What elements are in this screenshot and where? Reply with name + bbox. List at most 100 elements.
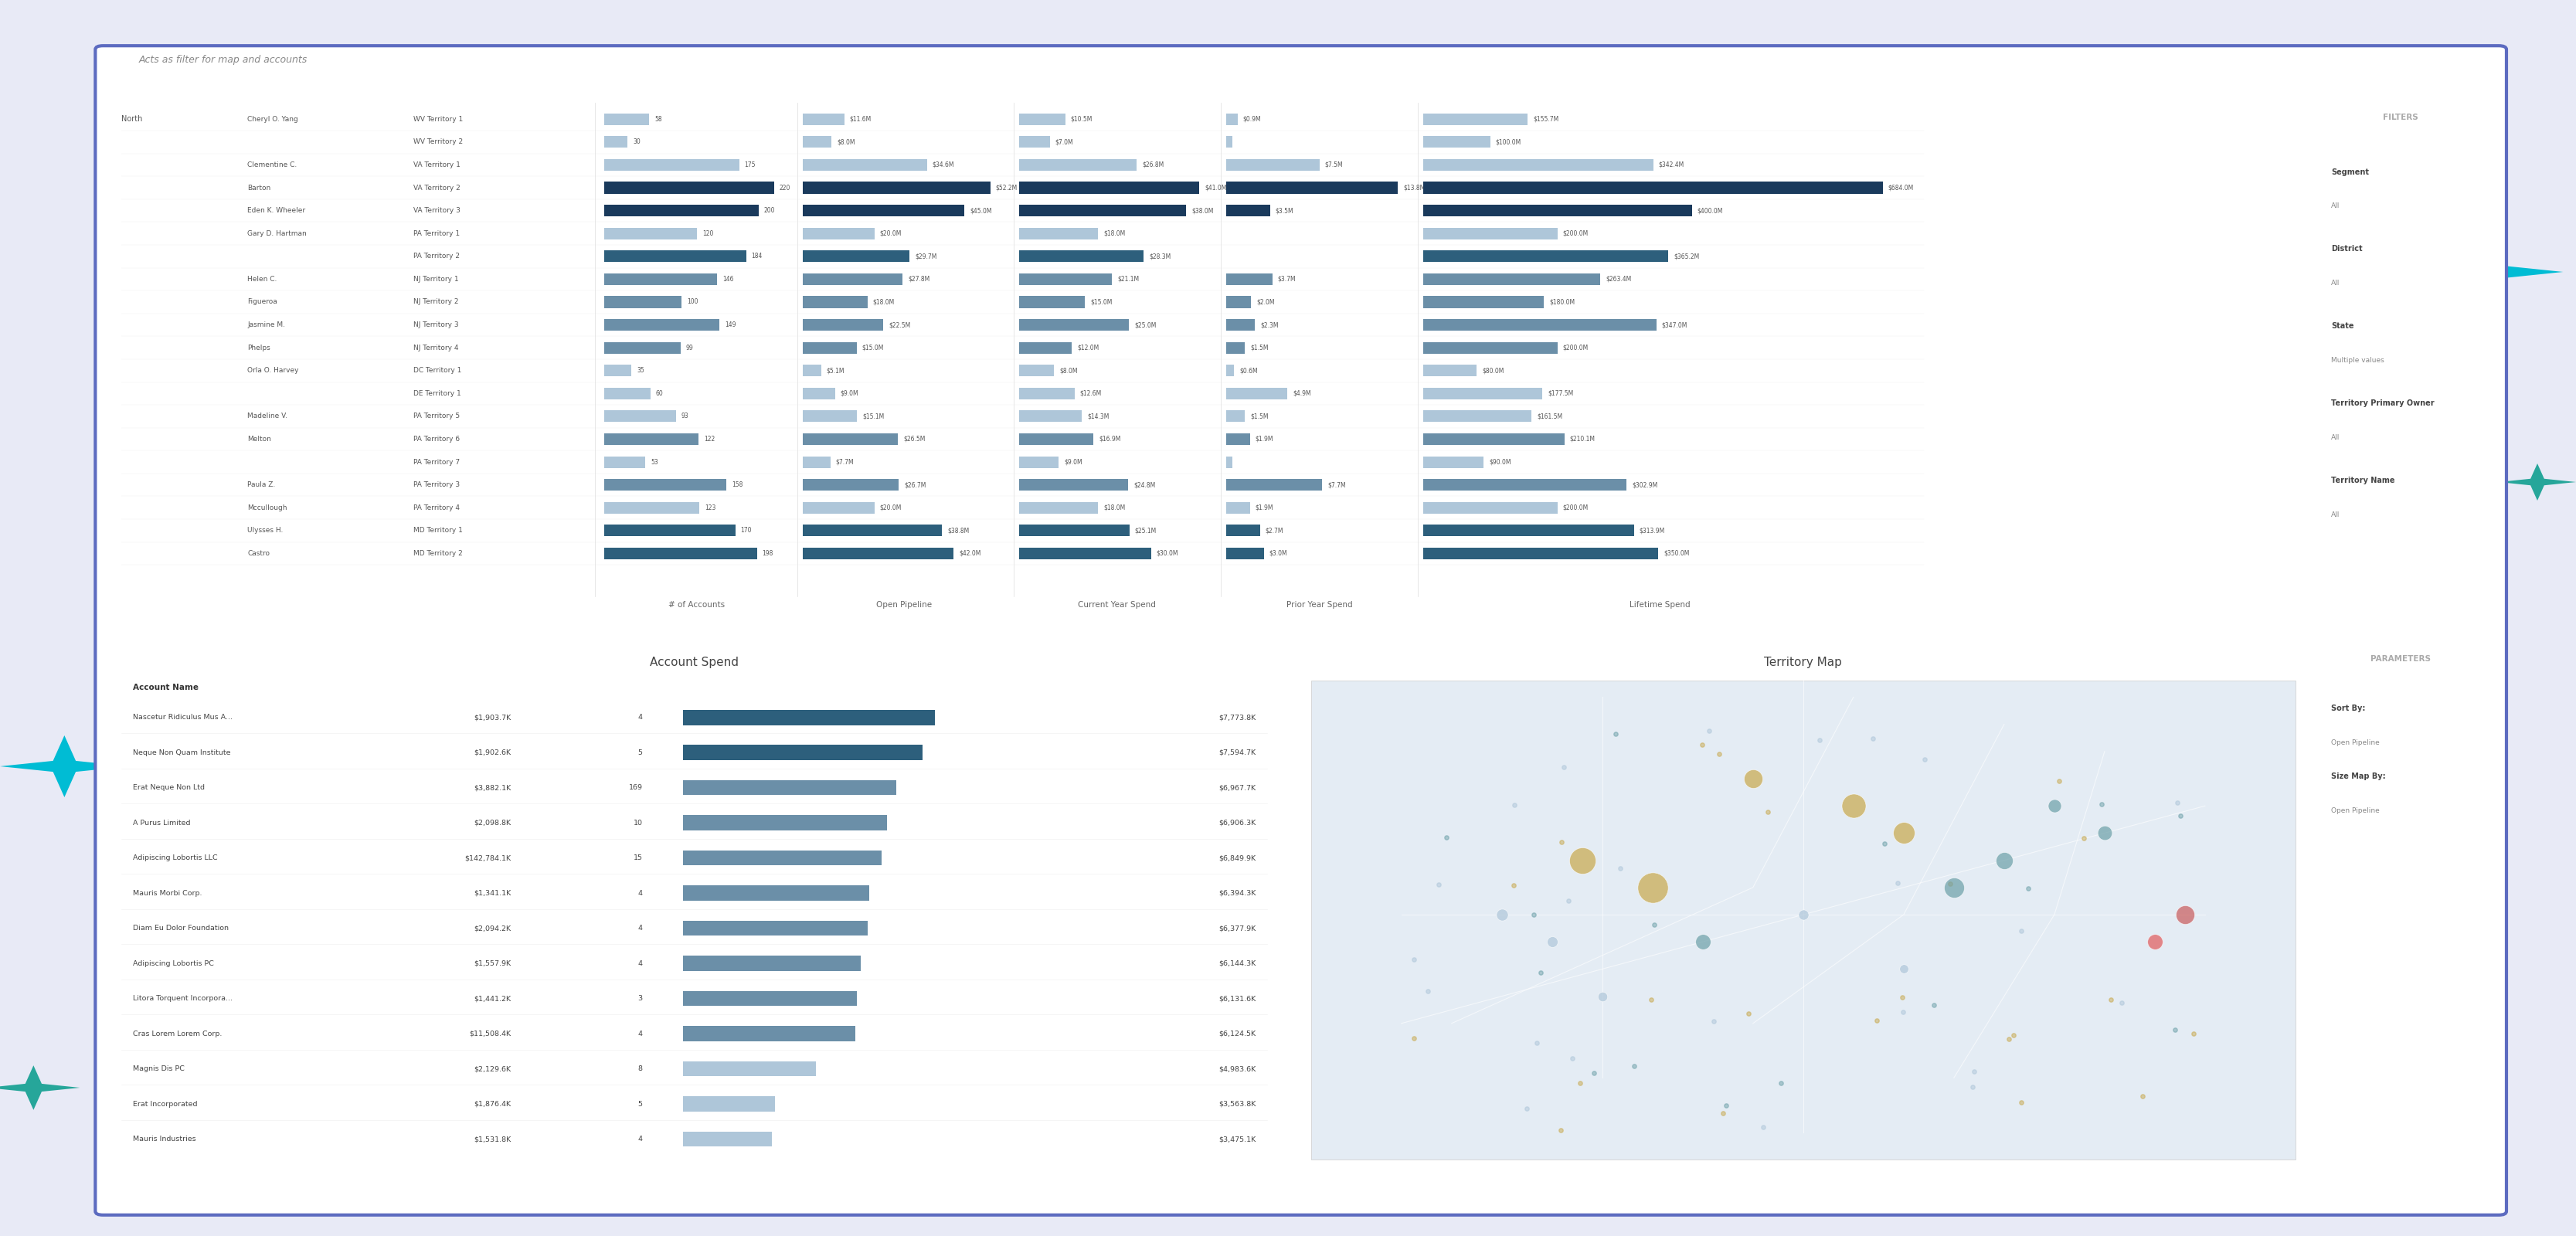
Text: $365.2M: $365.2M — [1674, 253, 1700, 260]
Bar — [1226, 273, 1273, 286]
Bar — [1422, 456, 1484, 468]
Text: $25.0M: $25.0M — [1133, 321, 1157, 329]
Text: $200.0M: $200.0M — [1564, 230, 1589, 237]
Bar — [605, 410, 675, 423]
Text: $20.0M: $20.0M — [881, 230, 902, 237]
Text: Open Pipeline: Open Pipeline — [876, 601, 933, 608]
Text: $1.5M: $1.5M — [1249, 413, 1267, 420]
Text: 198: 198 — [762, 550, 773, 557]
Text: PA Territory 2: PA Territory 2 — [412, 253, 459, 260]
Text: $4,983.6K: $4,983.6K — [1218, 1065, 1257, 1073]
Text: State: State — [2331, 323, 2354, 330]
Point — [2063, 828, 2105, 848]
Text: WV Territory 2: WV Territory 2 — [412, 138, 464, 146]
Text: $41.0M: $41.0M — [1206, 184, 1226, 192]
Text: 158: 158 — [732, 481, 742, 488]
Text: Sort By:: Sort By: — [2331, 705, 2365, 712]
Bar — [1226, 365, 1234, 377]
Bar — [804, 480, 899, 491]
Text: Madeline V.: Madeline V. — [247, 413, 289, 420]
Text: $15.0M: $15.0M — [1090, 299, 1113, 305]
Bar — [1226, 480, 1321, 491]
Text: Paula Z.: Paula Z. — [247, 481, 276, 488]
Text: 8: 8 — [639, 1065, 641, 1073]
Point — [1561, 850, 1602, 870]
Text: $30.0M: $30.0M — [1157, 550, 1177, 557]
Point — [1932, 878, 1976, 897]
Text: $0.6M: $0.6M — [1239, 367, 1257, 375]
Bar — [605, 434, 698, 445]
Bar — [804, 342, 858, 353]
Point — [1540, 832, 1582, 852]
Text: $7,773.8K: $7,773.8K — [1218, 714, 1257, 721]
Text: 5: 5 — [639, 749, 641, 756]
Bar — [1422, 434, 1564, 445]
Text: $200.0M: $200.0M — [1564, 504, 1589, 512]
Bar — [1422, 410, 1533, 423]
Bar — [605, 159, 739, 171]
Point — [1984, 850, 2025, 870]
Text: Open Pipeline: Open Pipeline — [2331, 807, 2380, 815]
Text: Lifetime Spend: Lifetime Spend — [1631, 601, 1690, 608]
Bar — [804, 136, 832, 148]
Bar — [1020, 434, 1092, 445]
Bar — [804, 410, 858, 423]
Point — [1494, 795, 1535, 815]
Text: Melton: Melton — [247, 435, 270, 442]
Text: Acts as filter for map and accounts: Acts as filter for map and accounts — [139, 56, 307, 66]
Point — [2002, 1093, 2043, 1112]
Bar — [1020, 548, 1151, 559]
Text: 4: 4 — [639, 925, 641, 932]
Text: $1,341.1K: $1,341.1K — [474, 890, 510, 896]
Polygon shape — [2409, 235, 2563, 309]
Text: $1,557.9K: $1,557.9K — [474, 960, 510, 967]
Text: $80.0M: $80.0M — [1481, 367, 1504, 375]
Text: Neque Non Quam Institute: Neque Non Quam Institute — [131, 749, 229, 756]
Bar — [1226, 114, 1236, 125]
Text: $11,508.4K: $11,508.4K — [469, 1030, 510, 1037]
Bar — [804, 227, 873, 240]
Point — [1417, 875, 1458, 895]
Bar — [683, 709, 935, 726]
Text: $21.1M: $21.1M — [1118, 276, 1139, 283]
Bar — [1020, 410, 1082, 423]
Text: 184: 184 — [752, 253, 762, 260]
Point — [1705, 1096, 1747, 1116]
Bar — [1020, 159, 1136, 171]
Text: 170: 170 — [742, 527, 752, 534]
Bar — [683, 1062, 817, 1077]
Point — [1989, 1028, 2030, 1048]
Polygon shape — [0, 735, 129, 797]
Point — [1883, 959, 1924, 979]
Text: $28.3M: $28.3M — [1149, 253, 1170, 260]
Text: Size Map By:: Size Map By: — [2331, 772, 2385, 780]
Text: $26.5M: $26.5M — [904, 435, 925, 442]
Text: Current Year Spend: Current Year Spend — [1077, 601, 1157, 608]
Text: Account Name: Account Name — [131, 684, 198, 691]
Text: 4: 4 — [639, 1030, 641, 1037]
Text: Open Pipeline: Open Pipeline — [2331, 739, 2380, 747]
Text: $684.0M: $684.0M — [1888, 184, 1914, 192]
Text: $6,849.9K: $6,849.9K — [1218, 854, 1257, 861]
Text: Segment: Segment — [2331, 168, 2370, 176]
Point — [2174, 1023, 2215, 1043]
Text: $14.3M: $14.3M — [1087, 413, 1110, 420]
Bar — [605, 525, 734, 536]
Text: $4.9M: $4.9M — [1293, 391, 1311, 397]
Text: Erat Neque Non Ltd: Erat Neque Non Ltd — [131, 784, 204, 791]
Bar — [1226, 410, 1244, 423]
Point — [1703, 1104, 1744, 1124]
Bar — [605, 365, 631, 377]
Text: Figueroa: Figueroa — [247, 299, 278, 305]
Text: $3.7M: $3.7M — [1278, 276, 1296, 283]
Text: Magnis Dis PC: Magnis Dis PC — [131, 1065, 185, 1073]
Text: $350.0M: $350.0M — [1664, 550, 1690, 557]
Bar — [605, 227, 696, 240]
Bar — [605, 502, 698, 514]
Text: Phelps: Phelps — [247, 345, 270, 351]
Text: 100: 100 — [688, 299, 698, 305]
Bar — [1422, 525, 1633, 536]
Text: Gary D. Hartman: Gary D. Hartman — [247, 230, 307, 237]
Text: $2,098.8K: $2,098.8K — [474, 819, 510, 827]
Text: $25.1M: $25.1M — [1136, 527, 1157, 534]
